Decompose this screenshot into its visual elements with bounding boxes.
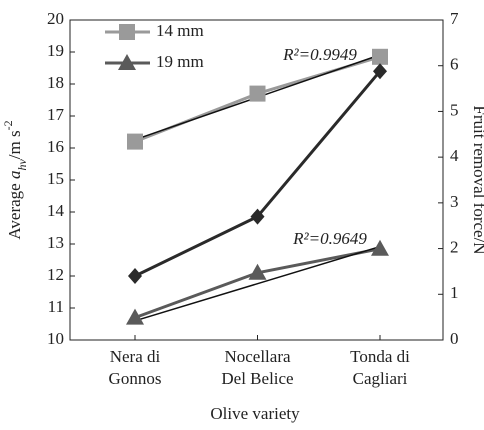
marker — [119, 24, 135, 40]
marker — [248, 263, 267, 280]
y-tick-label: 13 — [47, 233, 64, 252]
marker — [372, 48, 388, 65]
y2-tick-label: 6 — [450, 55, 459, 74]
r2-annotation: R²=0.9949 — [282, 45, 357, 64]
y-axis-label-part: /m s — [5, 130, 24, 159]
x-tick-label: Cagliari — [353, 369, 408, 388]
legend-label: 14 mm — [156, 21, 204, 40]
marker — [250, 208, 265, 225]
legend-label: 19 mm — [156, 52, 204, 71]
x-tick-label: Gonnos — [109, 369, 162, 388]
trend-line — [134, 245, 381, 322]
y-tick-label: 20 — [47, 9, 64, 28]
y-axis-label-part: a — [5, 171, 24, 180]
marker — [118, 54, 136, 70]
y2-tick-label: 5 — [450, 100, 459, 119]
y2-tick-label: 4 — [450, 146, 459, 165]
y-axis-label: Average ahv/m s-2 — [1, 120, 29, 239]
y-tick-label: 14 — [47, 201, 65, 220]
y2-tick-label: 0 — [450, 329, 459, 348]
y-axis-label-part: hv — [15, 159, 29, 171]
y2-tick-label: 2 — [450, 237, 459, 256]
y-tick-label: 16 — [47, 137, 64, 156]
y2-tick-label: 3 — [450, 192, 459, 211]
y-tick-label: 10 — [47, 329, 64, 348]
y2-tick-label: 1 — [450, 283, 459, 302]
x-axis-label: Olive variety — [210, 404, 300, 423]
marker — [127, 133, 143, 150]
marker — [126, 308, 144, 325]
marker — [249, 85, 266, 102]
r2-annotation: R²=0.9649 — [292, 229, 367, 248]
marker — [373, 63, 387, 80]
x-tick-label: Nocellara — [224, 347, 291, 366]
y2-tick-label: 7 — [450, 9, 459, 28]
y-axis-label-part: Average — [5, 179, 24, 240]
y-tick-label: 17 — [47, 105, 65, 124]
x-tick-label: Tonda di — [350, 347, 410, 366]
y-tick-label: 15 — [47, 169, 64, 188]
y-axis-label-part: -2 — [1, 120, 15, 130]
y-tick-label: 18 — [47, 73, 64, 92]
y-tick-label: 19 — [47, 41, 64, 60]
marker — [371, 239, 389, 256]
x-tick-label: Del Belice — [221, 369, 293, 388]
marker — [128, 268, 142, 284]
y-tick-label: 12 — [47, 265, 64, 284]
y2-axis-label: Fruit removal force/N — [470, 105, 484, 254]
x-tick-label: Nera di — [110, 347, 161, 366]
y-tick-label: 11 — [48, 297, 64, 316]
